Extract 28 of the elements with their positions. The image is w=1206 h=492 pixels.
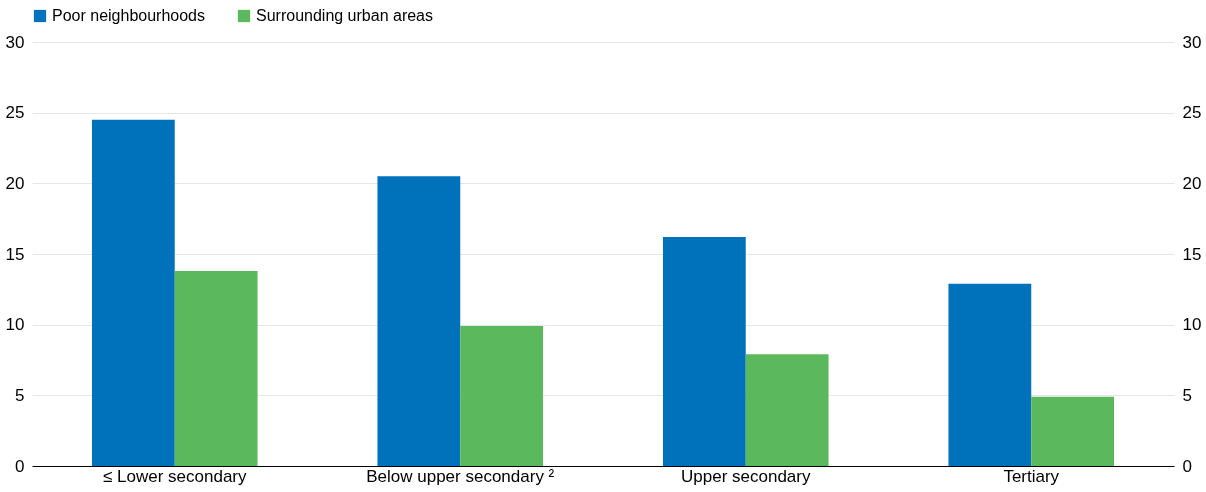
y2-tick-label: 30 [1182, 32, 1202, 52]
y2-tick-label: 20 [1182, 173, 1202, 193]
y2-tick-label: 10 [1182, 315, 1202, 335]
bar [460, 326, 544, 466]
bar [174, 270, 258, 466]
bar [745, 354, 829, 466]
legend-label: Surrounding urban areas [256, 7, 434, 24]
y-tick-label: 5 [15, 385, 25, 405]
y2-tick-label: 0 [1182, 456, 1192, 476]
y2-tick-label: 15 [1182, 244, 1202, 264]
x-tick-label: Below upper secondary ² [366, 466, 555, 486]
bar [91, 119, 175, 466]
y-tick-label: 0 [15, 456, 25, 476]
y-tick-label: 30 [5, 32, 25, 52]
legend-label: Poor neighbourhoods [52, 7, 206, 24]
bar [377, 176, 461, 466]
x-tick-label: ≤ Lower secondary [102, 466, 247, 486]
y-tick-label: 20 [5, 173, 25, 193]
y-tick-label: 25 [5, 103, 25, 123]
x-tick-label: Upper secondary [681, 466, 811, 486]
x-tick-label: Tertiary [1003, 466, 1060, 486]
bar [1031, 396, 1115, 466]
y2-tick-label: 25 [1182, 103, 1202, 123]
y-tick-label: 10 [5, 315, 25, 335]
y2-tick-label: 5 [1182, 385, 1192, 405]
bar [948, 283, 1032, 466]
y-tick-label: 15 [5, 244, 25, 264]
bar [662, 237, 746, 466]
